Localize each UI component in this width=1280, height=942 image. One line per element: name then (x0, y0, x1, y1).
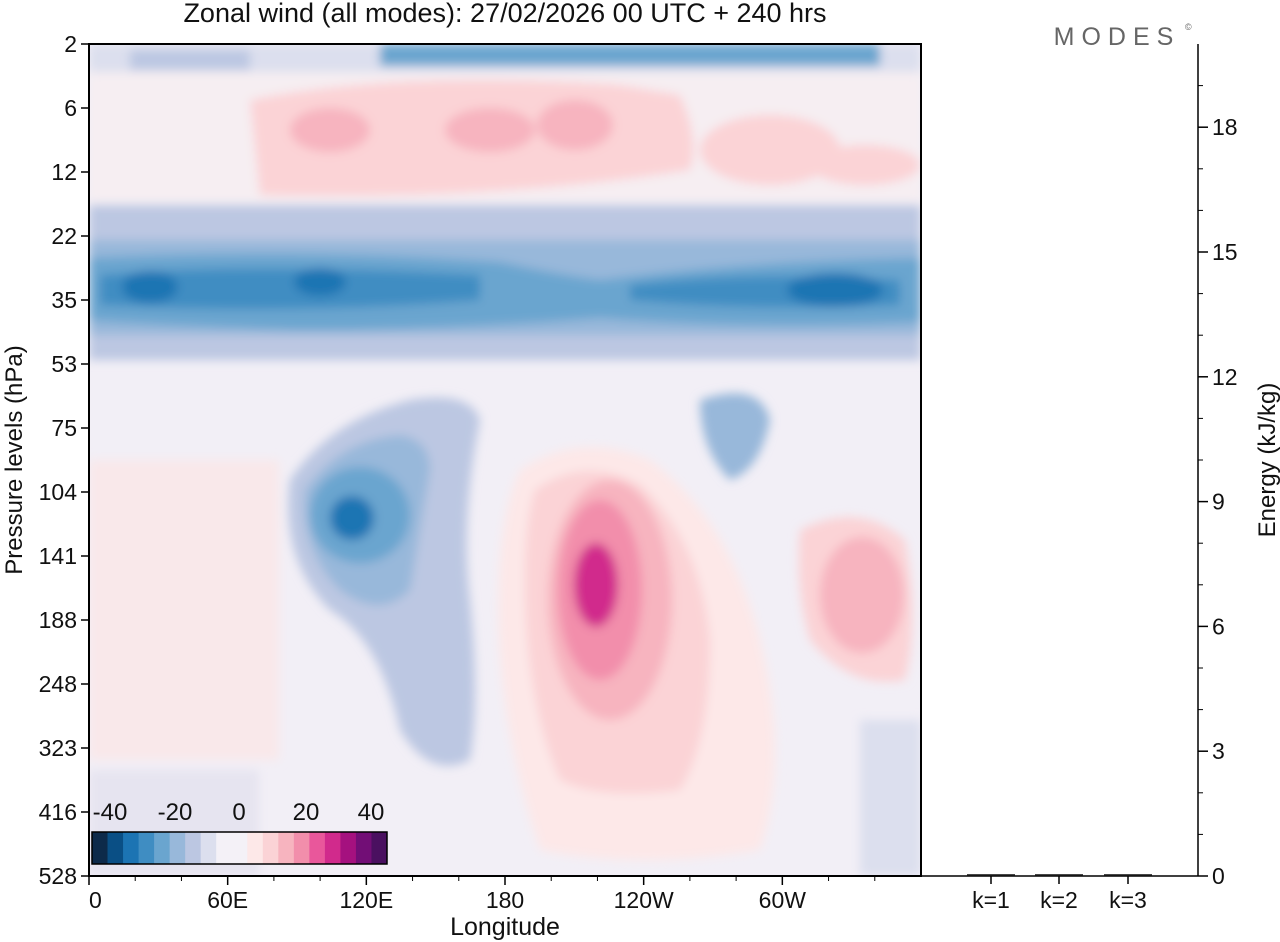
colorbar-cell (123, 832, 140, 864)
x-tick-label: 0 (89, 887, 102, 913)
contour-region (820, 537, 904, 653)
y-tick-label: 75 (51, 415, 77, 441)
energy-tick-label: 18 (1212, 114, 1238, 140)
colorbar-label: 0 (232, 799, 245, 826)
contour-region (860, 720, 921, 876)
y-tick-label: 416 (39, 799, 77, 825)
colorbar-cell (278, 832, 295, 864)
energy-tick-label: 6 (1212, 613, 1225, 639)
colorbar-cell (92, 832, 109, 864)
colorbar-border (91, 831, 388, 865)
contour-region (380, 44, 880, 66)
y-tick-label: 528 (39, 863, 77, 889)
colorbar-cell (340, 832, 357, 864)
colorbar-cell (216, 832, 233, 864)
contour-region (810, 145, 920, 185)
x-tick-label: 180 (486, 887, 524, 913)
x-axis: 0 60E 120E 180 120W 60W Longitude (88, 876, 876, 941)
y-tick-label: 22 (51, 223, 77, 249)
contour-region (537, 100, 613, 150)
energy-cat-label: k=3 (1109, 887, 1147, 913)
x-tick-label: 120E (339, 887, 393, 913)
brand-logo: MODES (1054, 23, 1181, 51)
contour-region (89, 460, 279, 760)
contour-region (122, 271, 178, 303)
contour-region (445, 108, 535, 152)
colorbar-cell (262, 832, 279, 864)
energy-cat-label: k=2 (1040, 887, 1078, 913)
x-tick-label: 60E (207, 887, 248, 913)
contour-region (130, 50, 250, 70)
brand-copyright-mark: © (1185, 22, 1192, 32)
energy-bar (1104, 874, 1152, 876)
energy-tick-label: 0 (1212, 863, 1225, 889)
colorbar-label: 40 (358, 799, 385, 826)
energy-tick-label: 9 (1212, 489, 1225, 515)
colorbar-cell (293, 832, 310, 864)
contour-region (100, 268, 480, 309)
colorbar-label: -20 (158, 799, 193, 826)
contour-region (700, 393, 770, 480)
colorbar-cell (231, 832, 248, 864)
contour-region (700, 115, 840, 185)
colorbar-cell (355, 832, 372, 864)
y-tick-label: 2 (64, 31, 77, 57)
contour-fills (89, 44, 921, 876)
contour-region (787, 273, 883, 307)
contour-region (290, 108, 370, 152)
colorbar-labels: -40 -20 0 20 40 (93, 799, 385, 826)
y-tick-label: 53 (51, 351, 77, 377)
energy-tick-label: 12 (1212, 364, 1238, 390)
colorbar-cell (309, 832, 326, 864)
colorbar-cell (247, 832, 264, 864)
colorbar-cell (154, 832, 171, 864)
chart-title: Zonal wind (all modes): 27/02/2026 00 UT… (183, 0, 826, 28)
colorbar-cell (371, 832, 388, 864)
colorbar-cell (200, 832, 217, 864)
contour-region (330, 496, 374, 540)
y-tick-label: 248 (39, 671, 77, 697)
x-tick-label: 60W (759, 887, 807, 913)
contour-panel: -40 -20 0 20 40 (89, 44, 921, 876)
energy-tick-label: 15 (1212, 239, 1238, 265)
contour-region (294, 268, 346, 296)
energy-cat-label: k=1 (972, 887, 1010, 913)
colorbar (91, 831, 388, 865)
colorbar-label: -40 (93, 799, 128, 826)
energy-axis-title: Energy (kJ/kg) (1254, 383, 1280, 538)
y-tick-label: 323 (39, 735, 77, 761)
colorbar-cell (185, 832, 202, 864)
colorbar-cell (324, 832, 341, 864)
energy-bar (967, 874, 1015, 876)
y-tick-label: 141 (39, 543, 77, 569)
colorbar-cell (107, 832, 124, 864)
colorbar-cell (138, 832, 155, 864)
y-tick-label: 6 (64, 95, 77, 121)
y-tick-label: 188 (39, 607, 77, 633)
colorbar-label: 20 (293, 799, 320, 826)
energy-panel: 0 3 6 9 12 15 18 k=1 k=2 k=3 Energy (kJ/kg) (920, 44, 1280, 913)
contour-region (574, 543, 618, 627)
x-axis-title: Longitude (450, 913, 560, 941)
energy-tick-label: 3 (1212, 738, 1225, 764)
y-axis-left: 2 6 12 22 35 53 75 104 141 188 248 323 416 528 Pressu… (1, 31, 89, 889)
y-tick-label: 35 (51, 287, 77, 313)
colorbar-cell (169, 832, 186, 864)
y-tick-label: 12 (51, 159, 77, 185)
y-tick-label: 104 (39, 479, 78, 505)
x-tick-label: 120W (614, 887, 674, 913)
energy-bar (1035, 874, 1083, 876)
y-axis-title: Pressure levels (hPa) (1, 345, 28, 574)
